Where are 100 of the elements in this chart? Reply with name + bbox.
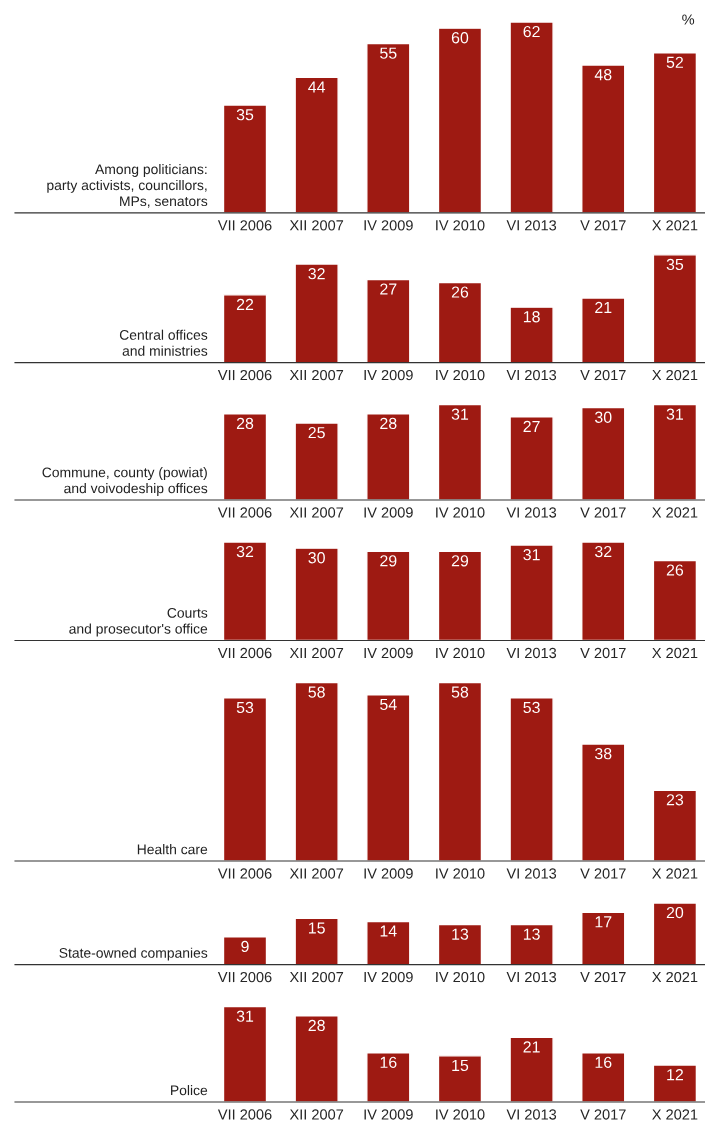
x-tick-label: V 2017 [580, 971, 626, 983]
x-tick-label: V 2017 [580, 647, 626, 659]
bar [652, 1064, 698, 1102]
x-tick-label: X 2021 [652, 369, 698, 381]
text: Health care [137, 844, 208, 855]
bar [222, 936, 268, 965]
x-tick-label: VII 2006 [217, 369, 272, 381]
bar [222, 104, 268, 213]
data-label: 18 [523, 311, 540, 323]
bar [509, 544, 554, 641]
bar [509, 21, 554, 213]
bar [366, 1052, 411, 1102]
x-tick-label: VI 2013 [506, 369, 557, 381]
data-label: 12 [667, 1068, 683, 1081]
x-tick-label: IV 2010 [436, 220, 485, 231]
data-label: 13 [452, 928, 469, 940]
x-tick-label: VI 2013 [506, 971, 557, 983]
x-tick-label: IV 2009 [364, 369, 413, 381]
x-tick-label: IV 2010 [436, 868, 485, 879]
x-tick-label: V 2017 [580, 220, 626, 231]
bar [294, 263, 339, 363]
bar [509, 306, 554, 363]
bar [509, 1036, 554, 1102]
bar [294, 1015, 339, 1102]
data-label: 21 [595, 301, 612, 314]
x-tick-label: X 2021 [652, 507, 698, 518]
data-label: 20 [666, 906, 684, 919]
data-label: 27 [523, 420, 540, 432]
data-label: 26 [666, 564, 684, 576]
x-tick-label: IV 2009 [364, 1109, 413, 1120]
data-label: 30 [594, 411, 612, 423]
x-tick-label: VII 2006 [217, 971, 272, 983]
data-label: 44 [308, 81, 326, 93]
data-label: 21 [523, 1041, 540, 1053]
x-tick-label: VI 2013 [506, 507, 557, 518]
bar [437, 550, 483, 641]
x-tick-label: V 2017 [580, 1109, 626, 1120]
data-label: 32 [594, 545, 612, 558]
bar [509, 923, 554, 965]
text: Police [171, 1085, 208, 1096]
bar [581, 541, 626, 641]
bar [437, 923, 483, 965]
data-label: 25 [308, 426, 325, 439]
bar [581, 64, 626, 213]
data-label: 62 [523, 25, 540, 38]
bar [652, 52, 698, 213]
bar [581, 1052, 626, 1102]
text: Commune, county (powiat) and voivodeship offices [42, 467, 208, 496]
x-tick-label: VII 2006 [217, 220, 272, 231]
bar [652, 789, 698, 862]
x-tick-label: XII 2007 [289, 971, 344, 983]
data-label: 16 [380, 1056, 397, 1068]
x-tick-label: IV 2009 [364, 868, 413, 879]
x-tick-label: X 2021 [652, 647, 698, 659]
data-label: 26 [451, 286, 469, 298]
x-tick-label: IV 2009 [364, 971, 413, 983]
x-tick-label: IV 2009 [364, 647, 413, 659]
bar [366, 278, 411, 363]
data-label: 15 [452, 1059, 469, 1072]
x-tick-label: XII 2007 [289, 868, 344, 879]
x-tick-label: IV 2009 [364, 220, 413, 231]
text: Central offices and ministries [119, 329, 208, 356]
x-tick-label: X 2021 [652, 1109, 698, 1120]
bar [366, 42, 411, 213]
data-label: 17 [595, 916, 612, 928]
bar [294, 76, 339, 213]
data-label: 35 [236, 109, 254, 121]
data-label: 29 [451, 555, 469, 567]
data-label: 14 [380, 925, 397, 937]
bar [222, 1005, 268, 1102]
data-label: 32 [308, 268, 325, 280]
bar [222, 697, 268, 862]
bar [437, 27, 483, 213]
bar [366, 694, 411, 862]
data-label: 31 [236, 1010, 254, 1022]
bar [437, 681, 483, 862]
data-label: 60 [451, 32, 469, 44]
data-label: 29 [380, 555, 397, 567]
data-label: 31 [451, 408, 469, 420]
data-label: 58 [308, 686, 325, 698]
bar [222, 294, 268, 363]
x-tick-label: IV 2010 [436, 971, 485, 983]
bar [509, 697, 554, 862]
bar [366, 550, 411, 641]
bar [581, 297, 626, 363]
x-tick-label: VI 2013 [506, 868, 557, 879]
x-tick-label: X 2021 [652, 220, 698, 231]
x-tick-label: XII 2007 [289, 220, 344, 231]
data-label: 53 [523, 701, 540, 714]
data-label: 27 [380, 283, 397, 295]
bar [294, 547, 339, 641]
x-tick-label: IV 2010 [436, 1109, 485, 1120]
bar [581, 743, 626, 862]
data-label: 28 [380, 417, 397, 430]
text: Among politicians: party activists, councillors, MPs, senators [47, 163, 208, 208]
data-label: 13 [523, 928, 540, 940]
x-tick-label: VII 2006 [217, 1109, 272, 1120]
x-tick-label: IV 2010 [436, 647, 485, 659]
bar [652, 254, 698, 363]
bar [581, 911, 626, 965]
